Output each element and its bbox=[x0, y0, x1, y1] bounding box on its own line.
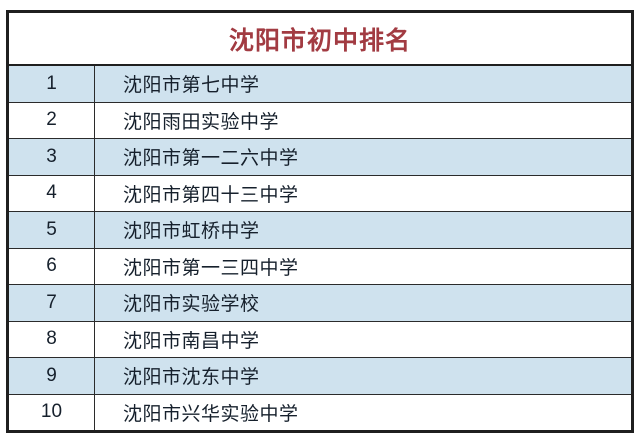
rank-cell: 10 bbox=[9, 394, 95, 430]
ranking-table: 沈阳市初中排名 1 沈阳市第七中学 2 沈阳雨田实验中学 3 沈阳市第一二六中学… bbox=[6, 10, 634, 433]
rank-cell: 5 bbox=[9, 212, 95, 248]
table-row: 7 沈阳市实验学校 bbox=[9, 285, 631, 322]
rank-cell: 6 bbox=[9, 248, 95, 284]
table-row: 4 沈阳市第四十三中学 bbox=[9, 175, 631, 212]
school-cell: 沈阳市兴华实验中学 bbox=[123, 403, 299, 425]
table-header: 沈阳市初中排名 bbox=[9, 13, 631, 66]
school-cell: 沈阳市第四十三中学 bbox=[123, 184, 299, 206]
school-cell: 沈阳市第七中学 bbox=[123, 75, 260, 97]
school-cell: 沈阳市沈东中学 bbox=[123, 367, 260, 389]
school-cell: 沈阳市第一三四中学 bbox=[123, 257, 299, 279]
table-row: 8 沈阳市南昌中学 bbox=[9, 321, 631, 358]
rank-cell: 7 bbox=[9, 285, 95, 321]
table-row: 10 沈阳市兴华实验中学 bbox=[9, 394, 631, 430]
school-cell: 沈阳市南昌中学 bbox=[123, 330, 260, 352]
school-cell: 沈阳市实验学校 bbox=[123, 294, 260, 316]
table-row: 2 沈阳雨田实验中学 bbox=[9, 102, 631, 139]
page-title: 沈阳市初中排名 bbox=[228, 26, 411, 55]
rank-cell: 2 bbox=[9, 102, 95, 138]
table-row: 5 沈阳市虹桥中学 bbox=[9, 212, 631, 249]
rank-cell: 1 bbox=[9, 66, 95, 102]
rank-cell: 4 bbox=[9, 175, 95, 211]
school-cell: 沈阳市虹桥中学 bbox=[123, 221, 260, 243]
school-cell: 沈阳雨田实验中学 bbox=[123, 111, 280, 133]
rank-cell: 9 bbox=[9, 358, 95, 394]
rank-cell: 3 bbox=[9, 139, 95, 175]
rank-cell: 8 bbox=[9, 321, 95, 357]
school-cell: 沈阳市第一二六中学 bbox=[123, 148, 299, 170]
table-row: 6 沈阳市第一三四中学 bbox=[9, 248, 631, 285]
table-row: 1 沈阳市第七中学 bbox=[9, 66, 631, 103]
table-row: 9 沈阳市沈东中学 bbox=[9, 358, 631, 395]
table-row: 3 沈阳市第一二六中学 bbox=[9, 139, 631, 176]
